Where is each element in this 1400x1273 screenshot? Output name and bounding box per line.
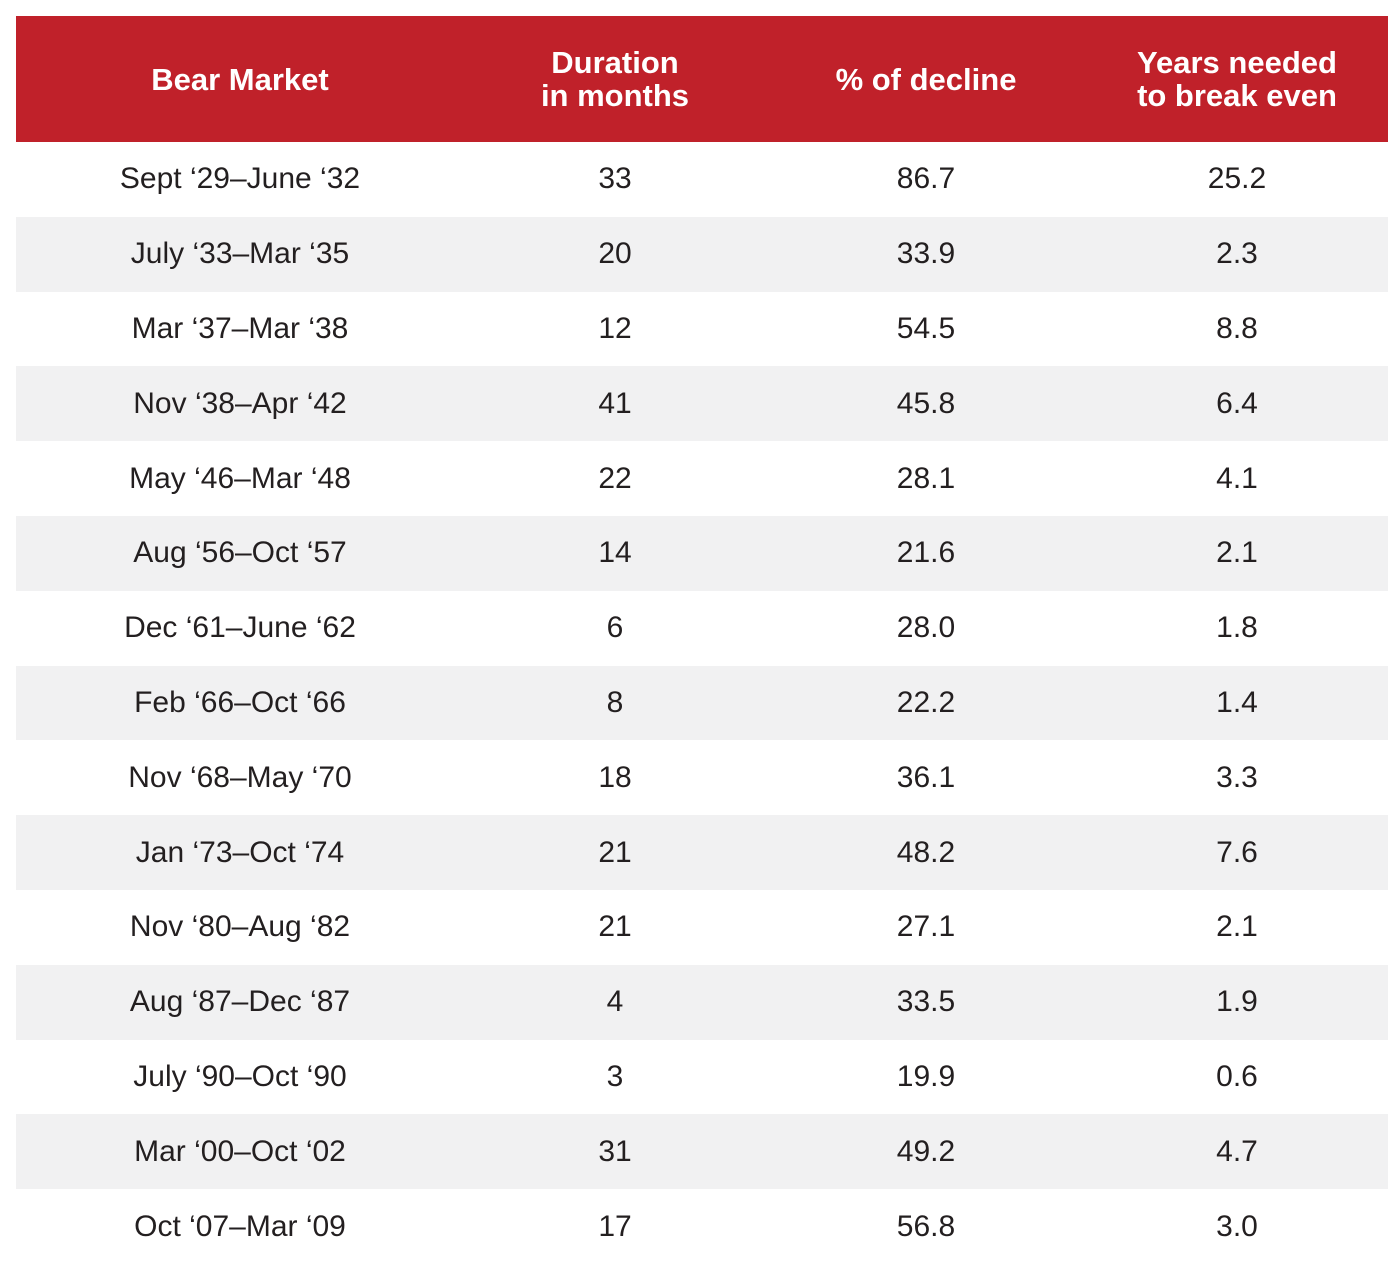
cell-years-break-even: 1.4 bbox=[1216, 685, 1258, 719]
cell-bear-market: Nov ‘80–Aug ‘82 bbox=[129, 910, 351, 944]
cell-years-break-even: 2.1 bbox=[1216, 910, 1258, 944]
cell-years-break-even: 2.3 bbox=[1216, 237, 1258, 271]
cell-duration: 20 bbox=[598, 237, 632, 271]
cell-decline: 49.2 bbox=[896, 1134, 956, 1168]
cell-duration: 14 bbox=[598, 536, 632, 570]
cell-duration: 17 bbox=[598, 1209, 632, 1243]
table-row: July ‘90–Oct ‘90 3 19.9 0.6 bbox=[16, 1040, 1388, 1115]
cell-decline: 22.2 bbox=[896, 685, 956, 719]
cell-bear-market: Mar ‘37–Mar ‘38 bbox=[131, 311, 349, 345]
cell-decline: 28.1 bbox=[896, 461, 956, 495]
cell-duration: 4 bbox=[606, 985, 624, 1019]
cell-decline: 27.1 bbox=[896, 910, 956, 944]
table-row: Jan ‘73–Oct ‘74 21 48.2 7.6 bbox=[16, 815, 1388, 890]
table-row: Mar ‘00–Oct ‘02 31 49.2 4.7 bbox=[16, 1114, 1388, 1190]
cell-decline: 56.8 bbox=[896, 1209, 956, 1243]
cell-bear-market: Mar ‘00–Oct ‘02 bbox=[134, 1134, 346, 1168]
cell-duration: 31 bbox=[598, 1134, 632, 1168]
table-row: Nov ‘80–Aug ‘82 21 27.1 2.1 bbox=[16, 890, 1388, 965]
table-row: Oct ‘07–Mar ‘09 17 56.8 3.0 bbox=[16, 1189, 1388, 1264]
cell-decline: 19.9 bbox=[896, 1059, 956, 1093]
cell-decline: 21.6 bbox=[896, 536, 956, 570]
cell-decline: 33.5 bbox=[896, 985, 956, 1019]
header-years-break-even: Years needed to break even bbox=[1137, 45, 1337, 113]
cell-years-break-even: 4.7 bbox=[1216, 1134, 1258, 1168]
cell-years-break-even: 2.1 bbox=[1216, 536, 1258, 570]
table-row: Sept ‘29–June ‘32 33 86.7 25.2 bbox=[16, 142, 1388, 217]
cell-duration: 3 bbox=[606, 1059, 624, 1093]
header-bear-market: Bear Market bbox=[151, 61, 329, 97]
cell-duration: 22 bbox=[598, 461, 632, 495]
cell-bear-market: Nov ‘68–May ‘70 bbox=[128, 760, 352, 794]
cell-decline: 36.1 bbox=[896, 760, 956, 794]
cell-years-break-even: 1.8 bbox=[1216, 611, 1258, 645]
table-row: July ‘33–Mar ‘35 20 33.9 2.3 bbox=[16, 216, 1388, 292]
cell-decline: 33.9 bbox=[896, 237, 956, 271]
cell-years-break-even: 8.8 bbox=[1216, 311, 1258, 345]
cell-duration: 6 bbox=[606, 611, 624, 645]
cell-decline: 28.0 bbox=[896, 611, 956, 645]
cell-decline: 54.5 bbox=[896, 311, 956, 345]
cell-bear-market: Sept ‘29–June ‘32 bbox=[119, 162, 361, 196]
cell-bear-market: July ‘90–Oct ‘90 bbox=[133, 1059, 347, 1093]
cell-bear-market: Aug ‘87–Dec ‘87 bbox=[129, 985, 351, 1019]
cell-bear-market: Nov ‘38–Apr ‘42 bbox=[133, 386, 347, 420]
table-header: Bear Market Duration in months % of decl… bbox=[16, 16, 1388, 142]
table-row: Nov ‘68–May ‘70 18 36.1 3.3 bbox=[16, 740, 1388, 815]
cell-years-break-even: 1.9 bbox=[1216, 985, 1258, 1019]
table-row: Aug ‘87–Dec ‘87 4 33.5 1.9 bbox=[16, 964, 1388, 1040]
cell-years-break-even: 7.6 bbox=[1216, 835, 1258, 869]
table-row: Nov ‘38–Apr ‘42 41 45.8 6.4 bbox=[16, 366, 1388, 442]
table-row: May ‘46–Mar ‘48 22 28.1 4.1 bbox=[16, 441, 1388, 516]
cell-years-break-even: 3.0 bbox=[1216, 1209, 1258, 1243]
cell-years-break-even: 4.1 bbox=[1216, 461, 1258, 495]
cell-bear-market: Feb ‘66–Oct ‘66 bbox=[134, 685, 346, 719]
table-row: Feb ‘66–Oct ‘66 8 22.2 1.4 bbox=[16, 665, 1388, 741]
cell-duration: 18 bbox=[598, 760, 632, 794]
cell-duration: 12 bbox=[598, 311, 632, 345]
cell-years-break-even: 3.3 bbox=[1216, 760, 1258, 794]
header-duration: Duration in months bbox=[540, 45, 690, 113]
cell-bear-market: Jan ‘73–Oct ‘74 bbox=[135, 835, 345, 869]
cell-years-break-even: 6.4 bbox=[1216, 386, 1258, 420]
table-row: Dec ‘61–June ‘62 6 28.0 1.8 bbox=[16, 591, 1388, 666]
cell-bear-market: May ‘46–Mar ‘48 bbox=[129, 461, 351, 495]
header-decline: % of decline bbox=[835, 61, 1017, 97]
cell-bear-market: Oct ‘07–Mar ‘09 bbox=[134, 1209, 346, 1243]
cell-bear-market: July ‘33–Mar ‘35 bbox=[130, 237, 350, 271]
cell-duration: 21 bbox=[598, 910, 632, 944]
cell-years-break-even: 0.6 bbox=[1216, 1059, 1258, 1093]
cell-duration: 8 bbox=[606, 685, 624, 719]
cell-decline: 48.2 bbox=[896, 835, 956, 869]
cell-duration: 41 bbox=[598, 386, 632, 420]
table-body: Sept ‘29–June ‘32 33 86.7 25.2 July ‘33–Mar … bbox=[16, 142, 1388, 1264]
table-row: Aug ‘56–Oct ‘57 14 21.6 2.1 bbox=[16, 515, 1388, 591]
bear-market-table: Bear Market Duration in months % of decl… bbox=[16, 16, 1388, 1264]
cell-decline: 86.7 bbox=[896, 162, 956, 196]
cell-bear-market: Aug ‘56–Oct ‘57 bbox=[133, 536, 347, 570]
table-row: Mar ‘37–Mar ‘38 12 54.5 8.8 bbox=[16, 292, 1388, 367]
cell-decline: 45.8 bbox=[896, 386, 956, 420]
cell-bear-market: Dec ‘61–June ‘62 bbox=[124, 611, 356, 645]
cell-years-break-even: 25.2 bbox=[1207, 162, 1267, 196]
cell-duration: 33 bbox=[598, 162, 632, 196]
cell-duration: 21 bbox=[598, 835, 632, 869]
